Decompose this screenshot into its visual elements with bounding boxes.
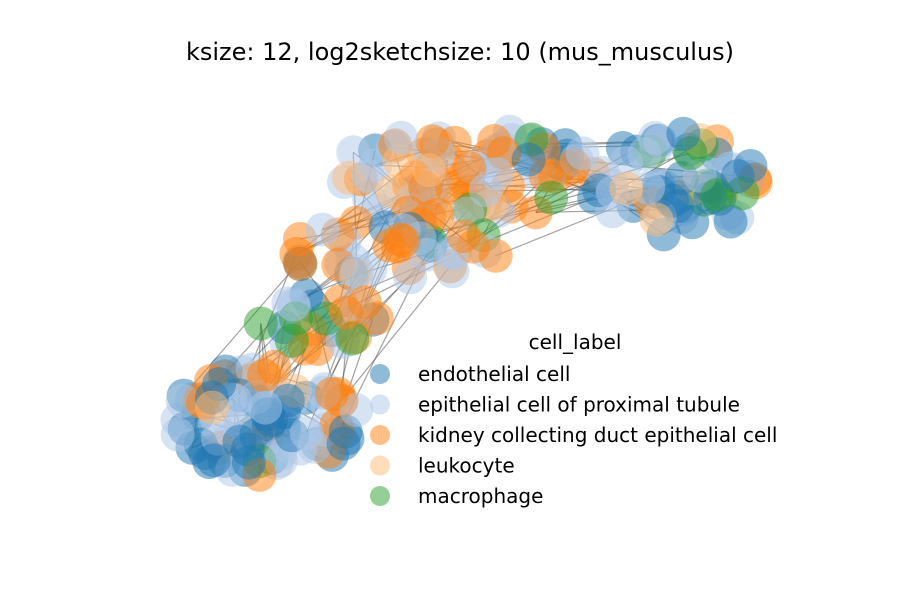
node-point [666, 116, 701, 151]
node-point [248, 390, 283, 425]
node-point [283, 247, 318, 282]
node-point [446, 219, 481, 253]
legend-label: endothelial cell [418, 362, 570, 386]
node-point [196, 443, 231, 478]
node-point [534, 180, 569, 215]
legend: cell_label endothelial cell epithelial ce… [370, 330, 777, 508]
node-point [372, 228, 407, 263]
legend-label: epithelial cell of proximal tubule [418, 393, 740, 417]
node-point [339, 393, 374, 428]
node-point [609, 171, 644, 206]
node-point [412, 153, 447, 188]
node-point [276, 287, 311, 322]
node-point [329, 295, 364, 330]
legend-item: kidney collecting duct epithelial cell [370, 423, 777, 447]
legend-title: cell_label [529, 330, 622, 354]
legend-item: leukocyte [370, 454, 515, 478]
node-point [627, 137, 662, 172]
legend-marker [370, 394, 390, 415]
legend-marker [370, 364, 390, 384]
node-point [305, 212, 340, 247]
node-point [247, 358, 282, 393]
node-point [243, 306, 278, 341]
legend-item: endothelial cell [370, 362, 570, 386]
node-point [468, 173, 503, 208]
legend-items: endothelial cell epithelial cell of proxi… [370, 362, 777, 508]
legend-label: kidney collecting duct epithelial cell [418, 423, 777, 447]
node-point [231, 445, 266, 480]
node-point [415, 124, 450, 159]
node-point [511, 142, 546, 177]
network-nodes [160, 114, 773, 492]
node-point [477, 123, 512, 158]
legend-marker [370, 425, 390, 445]
node-point [340, 254, 374, 289]
legend-item: epithelial cell of proximal tubule [370, 393, 740, 417]
node-point [335, 321, 370, 356]
node-point [160, 417, 195, 452]
legend-item: macrophage [370, 484, 543, 508]
node-point [314, 376, 349, 411]
node-point [195, 390, 230, 425]
node-point [384, 120, 419, 155]
node-point [289, 416, 324, 451]
node-point [675, 205, 710, 240]
node-point [326, 426, 361, 461]
legend-label: leukocyte [418, 454, 515, 478]
node-point [639, 202, 674, 237]
legend-marker [370, 455, 390, 476]
node-point [720, 159, 755, 194]
legend-label: macrophage [418, 484, 543, 508]
legend-marker [370, 486, 390, 506]
chart-title: ksize: 12, log2sketchsize: 10 (mus_muscu… [186, 38, 734, 66]
node-point [565, 136, 600, 171]
network-edge [340, 265, 451, 402]
node-point [393, 260, 428, 295]
